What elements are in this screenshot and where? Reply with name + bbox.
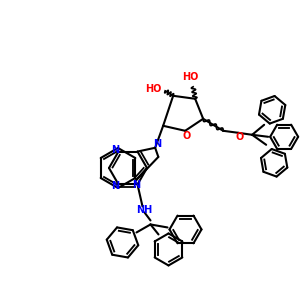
Text: HO: HO — [145, 84, 161, 94]
Text: O: O — [235, 132, 243, 142]
Text: NH: NH — [136, 206, 153, 215]
Text: N: N — [153, 139, 161, 149]
Text: N: N — [111, 145, 120, 154]
Text: N: N — [132, 180, 140, 190]
Text: N: N — [111, 182, 120, 191]
Text: HO: HO — [182, 72, 198, 82]
Text: O: O — [182, 131, 190, 141]
